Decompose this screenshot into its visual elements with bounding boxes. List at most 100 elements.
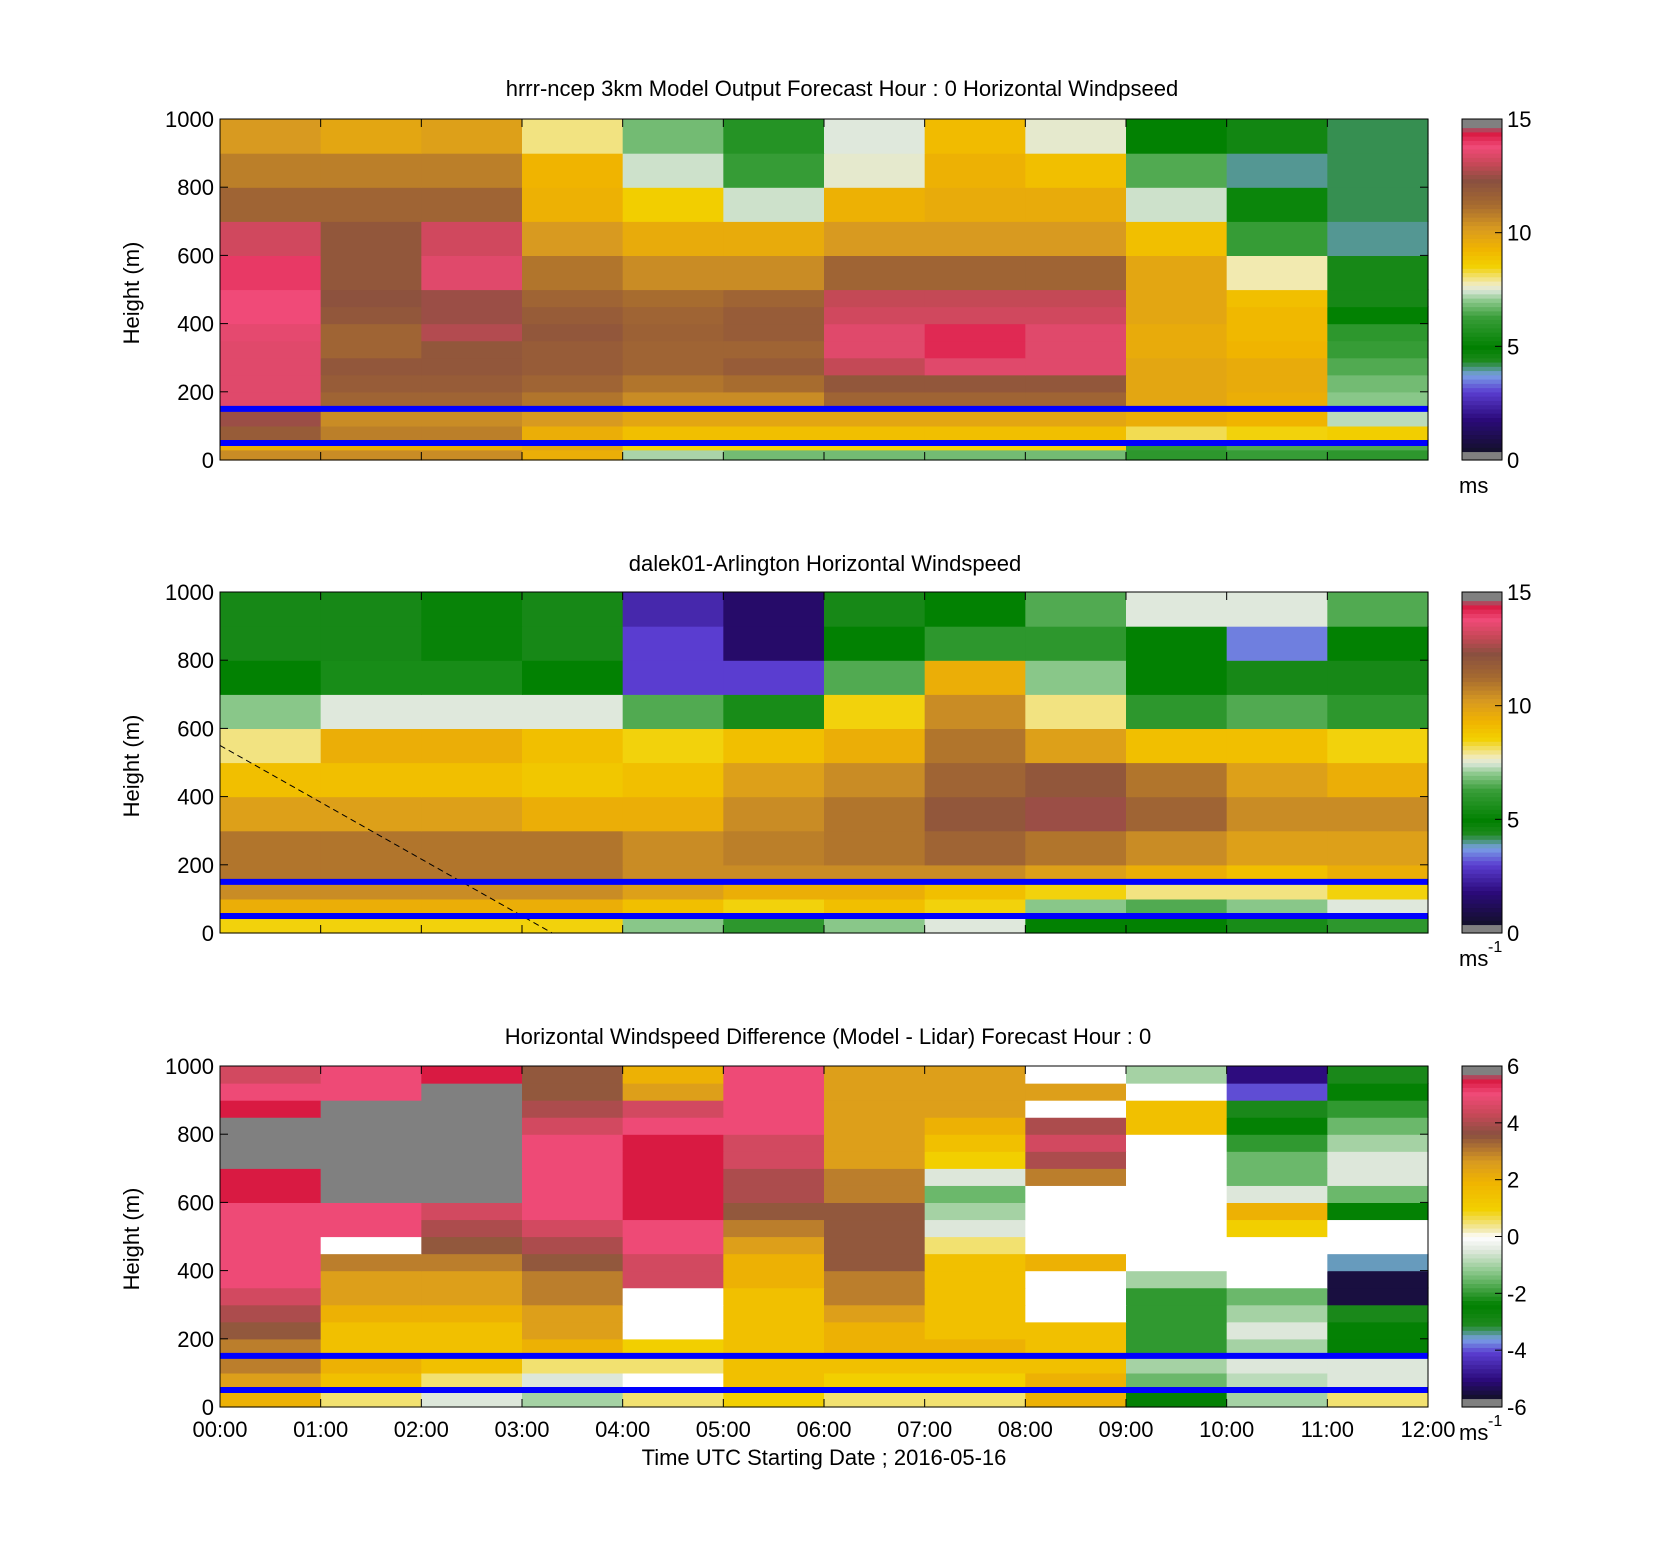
heatmap-cell: [320, 340, 422, 359]
heatmap-cell: [1226, 357, 1328, 376]
heatmap-cell: [622, 796, 724, 832]
heatmap-cell: [220, 762, 322, 798]
heatmap-cell: [824, 1389, 926, 1408]
heatmap-cell: [924, 881, 1026, 900]
heatmap-cell: [622, 425, 724, 441]
heatmap-cell: [421, 408, 523, 427]
heatmap-cell: [824, 830, 926, 866]
heatmap-cell: [1126, 340, 1228, 359]
heatmap-cell: [1126, 1304, 1228, 1323]
model-panel-title: hrrr-ncep 3km Model Output Forecast Hour…: [506, 76, 1179, 101]
colorbar-segment: [1462, 898, 1502, 904]
colorbar-segment: [1462, 1227, 1502, 1233]
heatmap-cell: [1226, 864, 1328, 883]
heatmap-cell: [1025, 374, 1127, 393]
heatmap-cell: [1327, 1253, 1429, 1272]
colorbar-segment: [1462, 852, 1502, 857]
heatmap-cell: [522, 915, 624, 934]
colorbar-segment: [1462, 272, 1502, 278]
colorbar-segment: [1462, 1347, 1502, 1353]
heatmap-cell: [1025, 449, 1127, 461]
heatmap-cell: [622, 898, 724, 917]
colorbar-segment: [1462, 1343, 1502, 1348]
difference-panel-title: Horizontal Windspeed Difference (Model -…: [505, 1024, 1151, 1049]
heatmap-cell: [220, 255, 322, 291]
colorbar-segment: [1462, 1266, 1502, 1272]
heatmap-cell: [421, 1389, 523, 1408]
colorbar-segment: [1462, 1334, 1502, 1340]
heatmap-cell: [1327, 1236, 1429, 1255]
heatmap-cell: [1327, 1321, 1429, 1340]
colorbar-segment: [1462, 225, 1502, 231]
heatmap-cell: [1025, 898, 1127, 917]
heatmap-cell: [824, 255, 926, 291]
heatmap-cell: [220, 1100, 322, 1118]
heatmap-cell: [1327, 1202, 1429, 1221]
heatmap-cell: [1327, 357, 1429, 376]
colorbar-segment: [1462, 157, 1502, 163]
colorbar-segment: [1462, 123, 1502, 129]
heatmap-cell: [522, 1117, 624, 1135]
heatmap-cell: [723, 830, 825, 866]
heatmap-cell: [1226, 323, 1328, 342]
model-colorbar: 0 5 10 15 ms: [1459, 107, 1531, 498]
heatmap-cell: [723, 1219, 825, 1238]
heatmap-cell: [1126, 1066, 1228, 1084]
heatmap-cell: [421, 357, 523, 376]
colorbar-segment: [1462, 212, 1502, 218]
colorbar-segment: [1462, 1189, 1502, 1195]
heatmap-cell: [1226, 1066, 1328, 1084]
colorbar-segment: [1462, 1206, 1502, 1212]
model-windspeed-panel: hrrr-ncep 3km Model Output Forecast Hour…: [119, 76, 1531, 498]
heatmap-cell: [421, 1168, 523, 1186]
heatmap-cell: [924, 694, 1026, 729]
heatmap-cell: [622, 830, 724, 866]
heatmap-cell: [622, 1134, 724, 1152]
heatmap-cell: [320, 374, 422, 393]
heatmap-cell: [1126, 1134, 1228, 1152]
heatmap-cell: [320, 449, 422, 461]
heatmap-cell: [723, 374, 825, 393]
y-tick-label: 0: [202, 921, 214, 946]
heatmap-cell: [421, 1338, 523, 1357]
heatmap-cell: [723, 592, 825, 627]
heatmap-cell: [723, 153, 825, 188]
heatmap-cell: [622, 915, 724, 934]
heatmap-cell: [522, 255, 624, 291]
colorbar-segment: [1462, 119, 1502, 124]
heatmap-cell: [1327, 1100, 1429, 1118]
heatmap-cell: [924, 592, 1026, 627]
heatmap-cell: [1226, 1202, 1328, 1221]
colorbar-segment: [1462, 302, 1502, 308]
heatmap-cell: [924, 306, 1026, 325]
heatmap-cell: [622, 323, 724, 342]
colorbar-segment: [1462, 280, 1502, 286]
heatmap-cell: [1126, 425, 1228, 441]
heatmap-cell: [1025, 1066, 1127, 1084]
heatmap-cell: [824, 119, 926, 154]
heatmap-cell: [824, 728, 926, 764]
heatmap-cell: [320, 1321, 422, 1340]
heatmap-cell: [220, 915, 322, 934]
heatmap-cell: [924, 1355, 1026, 1374]
colorbar-segment: [1462, 813, 1502, 819]
colorbar-tick-label: 0: [1507, 1225, 1519, 1250]
heatmap-cell: [220, 881, 322, 900]
heatmap-cell: [723, 119, 825, 154]
heatmap-cell: [1025, 864, 1127, 883]
heatmap-cell: [1226, 340, 1328, 359]
colorbar-segment: [1462, 600, 1502, 606]
colorbar-segment: [1462, 1151, 1502, 1157]
heatmap-cell: [421, 660, 523, 695]
heatmap-cell: [1226, 1151, 1328, 1169]
heatmap-cell: [1126, 898, 1228, 917]
heatmap-cell: [320, 694, 422, 729]
heatmap-cell: [220, 391, 322, 410]
x-tick-label: 00:00: [192, 1417, 247, 1442]
colorbar-segment: [1462, 430, 1502, 436]
lidar-axis-ticks: 0 200 400 600 800 1000: [165, 580, 1429, 946]
colorbar-tick-label: 4: [1507, 1111, 1519, 1136]
colorbar-segment: [1462, 221, 1502, 227]
heatmap-cell: [522, 1355, 624, 1374]
colorbar-frame: [1461, 591, 1503, 934]
